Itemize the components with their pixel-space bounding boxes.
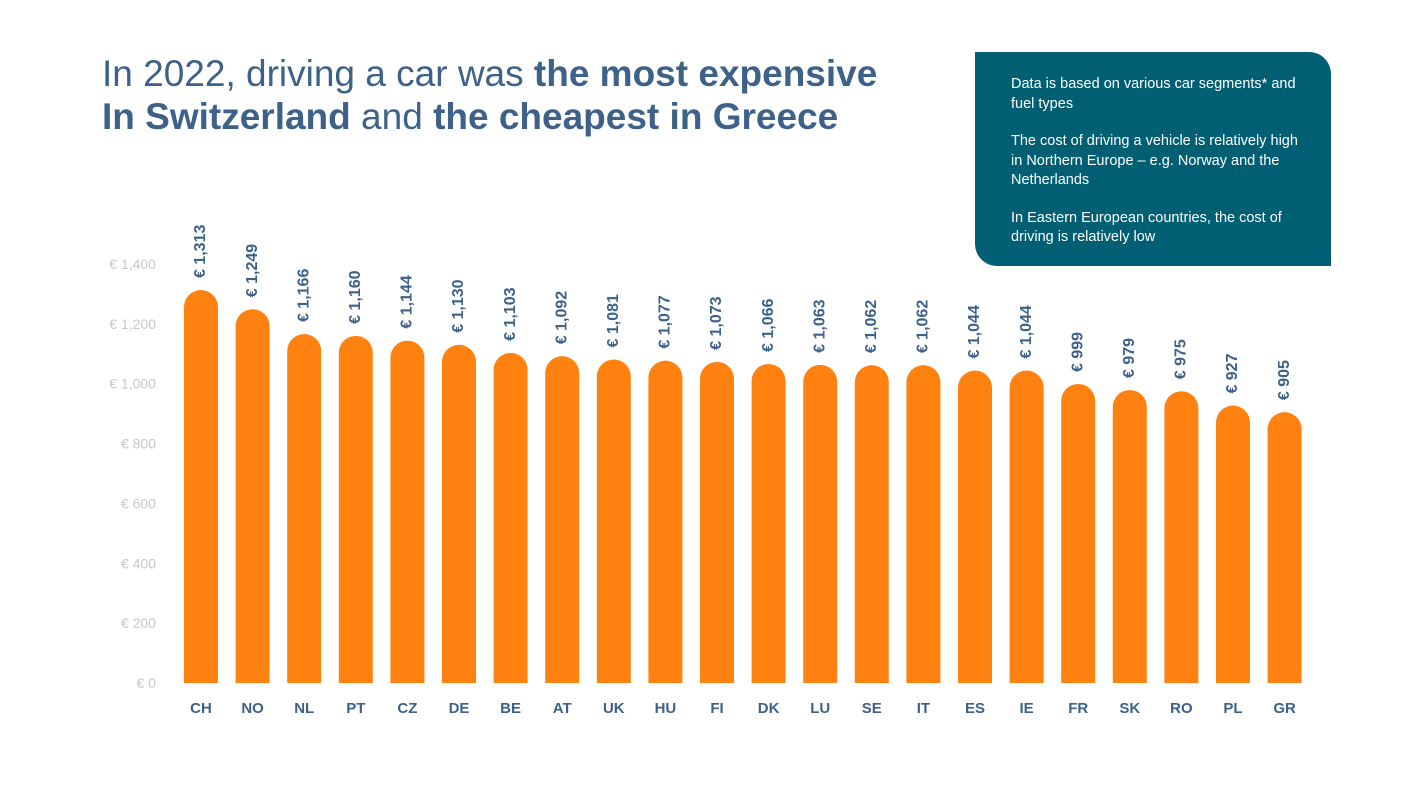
bar-gr xyxy=(1267,412,1302,683)
bar-at xyxy=(545,356,580,683)
x-tick-label-pt: PT xyxy=(346,700,365,717)
bar-de xyxy=(442,344,476,683)
data-label-de: € 1,130 xyxy=(450,279,467,332)
bar-ro xyxy=(1164,391,1199,683)
bar-no xyxy=(235,309,270,683)
title-part-1: In 2022, driving a car was xyxy=(102,53,534,94)
title-part-2: the most expensive xyxy=(533,53,878,94)
bar-ie xyxy=(1009,370,1044,683)
x-tick-label-nl: NL xyxy=(294,700,314,717)
x-tick-label-gr: GR xyxy=(1273,700,1296,717)
x-tick-label-be: BE xyxy=(500,700,521,717)
data-label-ie: € 1,044 xyxy=(1018,305,1035,358)
data-label-sk: € 979 xyxy=(1121,338,1138,378)
data-label-lu: € 1,063 xyxy=(811,299,828,352)
y-tick-label: € 600 xyxy=(121,495,156,511)
y-tick-label: € 1,200 xyxy=(109,316,156,332)
data-label-fi: € 1,073 xyxy=(708,296,725,349)
bar-hu xyxy=(648,360,683,683)
x-tick-label-pl: PL xyxy=(1223,700,1242,717)
bar-uk xyxy=(596,359,631,683)
info-box: Data is based on various car segments* a… xyxy=(975,52,1331,266)
bar-fr xyxy=(1061,384,1096,683)
x-tick-label-lu: LU xyxy=(810,700,830,717)
data-label-ro: € 975 xyxy=(1173,339,1190,379)
bar-pt xyxy=(338,335,373,683)
x-tick-label-hu: HU xyxy=(655,700,677,717)
x-tick-label-fr: FR xyxy=(1068,700,1088,717)
data-label-pl: € 927 xyxy=(1224,353,1241,393)
data-label-at: € 1,092 xyxy=(553,291,570,344)
bar-se xyxy=(854,365,889,683)
bar-fi xyxy=(700,361,734,683)
data-label-be: € 1,103 xyxy=(502,287,519,340)
data-label-dk: € 1,066 xyxy=(760,298,777,351)
x-tick-label-ro: RO xyxy=(1170,700,1193,717)
bar-be xyxy=(493,352,528,683)
bar-nl xyxy=(287,334,322,683)
x-tick-label-no: NO xyxy=(241,700,264,717)
bar-dk xyxy=(751,363,786,683)
data-label-cz: € 1,144 xyxy=(399,275,416,328)
bar-cz xyxy=(390,340,425,683)
x-tick-label-sk: SK xyxy=(1119,700,1140,717)
x-tick-label-cz: CZ xyxy=(397,700,417,717)
data-label-no: € 1,249 xyxy=(244,244,261,297)
y-tick-label: € 1,000 xyxy=(109,376,156,392)
title-part-5: the cheapest in Greece xyxy=(433,96,839,137)
x-tick-label-se: SE xyxy=(862,700,882,717)
data-label-nl: € 1,166 xyxy=(295,269,312,322)
bar-pl xyxy=(1216,405,1250,683)
title-part-4: and xyxy=(350,96,434,137)
y-tick-label: € 400 xyxy=(121,555,156,571)
y-tick-label: € 200 xyxy=(121,615,156,631)
data-label-gr: € 905 xyxy=(1276,360,1293,400)
x-tick-label-ch: CH xyxy=(190,700,212,717)
chart-title: In 2022, driving a car was the most expe… xyxy=(102,52,962,138)
bar-ch xyxy=(184,290,218,683)
x-tick-label-fi: FI xyxy=(710,700,723,717)
data-label-se: € 1,062 xyxy=(863,300,880,353)
x-tick-label-de: DE xyxy=(449,700,470,717)
info-paragraph-northern-europe: The cost of driving a vehicle is relativ… xyxy=(1011,133,1298,188)
x-tick-label-es: ES xyxy=(965,700,985,717)
y-tick-label: € 0 xyxy=(137,675,157,691)
x-tick-label-uk: UK xyxy=(603,700,625,717)
info-paragraph-segments: Data is based on various car segments* a… xyxy=(1011,76,1296,112)
title-part-3: In Switzerland xyxy=(102,96,351,137)
data-label-uk: € 1,081 xyxy=(605,294,622,347)
bar-lu xyxy=(803,364,838,683)
y-tick-label: € 800 xyxy=(121,436,156,452)
x-tick-label-dk: DK xyxy=(758,700,780,717)
data-label-pt: € 1,160 xyxy=(347,270,364,323)
bar-it xyxy=(906,365,941,683)
data-label-es: € 1,044 xyxy=(966,305,983,358)
data-label-it: € 1,062 xyxy=(915,300,932,353)
info-paragraph-eastern-europe: In Eastern European countries, the cost … xyxy=(1011,209,1282,246)
data-label-ch: € 1,313 xyxy=(192,225,209,278)
data-label-hu: € 1,077 xyxy=(657,295,674,348)
y-tick-label: € 1,400 xyxy=(109,256,156,272)
bar-es xyxy=(958,370,992,683)
x-tick-label-it: IT xyxy=(917,700,930,717)
x-tick-label-ie: IE xyxy=(1020,700,1034,717)
x-tick-label-at: AT xyxy=(553,700,572,717)
data-label-fr: € 999 xyxy=(1069,332,1086,372)
bar-sk xyxy=(1112,389,1147,683)
